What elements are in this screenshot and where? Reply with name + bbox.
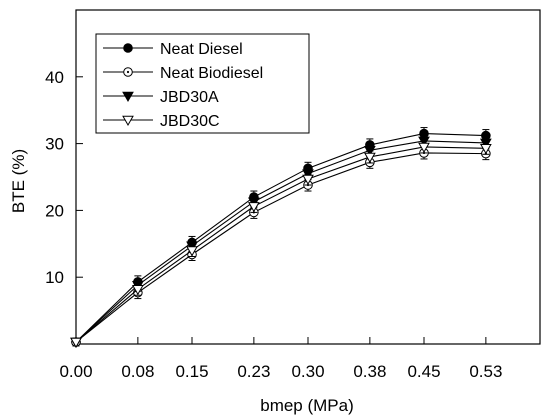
- y-tick-label: 10: [45, 268, 64, 287]
- x-tick-label: 0.30: [291, 362, 324, 381]
- legend-marker: [122, 91, 134, 103]
- legend: Neat Diesel Neat Biodiesel JBD30A JBD30C: [95, 33, 310, 134]
- y-tick-label: 40: [45, 68, 64, 87]
- data-point: [186, 246, 198, 257]
- legend-marker: [122, 115, 134, 127]
- x-tick-label: 0.23: [237, 362, 270, 381]
- x-tick-label: 0.15: [175, 362, 208, 381]
- legend-label: Neat Diesel: [160, 41, 243, 58]
- data-point: [364, 152, 376, 163]
- legend-label: JBD30C: [160, 113, 220, 130]
- series-line: [75, 146, 486, 343]
- data-point: [132, 284, 144, 296]
- x-tick-label: 0.53: [469, 362, 502, 381]
- legend-marker: [123, 43, 133, 53]
- data-point: [302, 174, 314, 186]
- series-neat-diesel: [71, 127, 491, 347]
- series-line: [75, 152, 486, 343]
- series-jbd30a: [70, 134, 492, 349]
- y-tick-label: 30: [45, 135, 64, 154]
- series-jbd30c: [70, 140, 492, 349]
- axes: 0.00 0.08 0.15 0.23 0.30 0.38 0.45 0.53 10 20 30 40: [45, 9, 541, 381]
- x-tick-label: 0.45: [407, 362, 440, 381]
- series-neat-biodiesel: [71, 146, 491, 347]
- x-tick-label: 0.08: [121, 362, 154, 381]
- x-tick-label: 0.00: [59, 362, 92, 381]
- y-tick-label: 20: [45, 201, 64, 220]
- legend-label: Neat Biodiesel: [160, 65, 263, 82]
- legend-label: JBD30A: [160, 89, 219, 106]
- x-axis-label: bmep (MPa): [260, 396, 354, 415]
- y-axis-label: BTE (%): [9, 149, 28, 213]
- series-line: [75, 140, 486, 343]
- x-tick-label: 0.38: [353, 362, 386, 381]
- series-line: [75, 133, 486, 343]
- data-point: [480, 144, 492, 155]
- legend-marker: [123, 67, 133, 77]
- data-point: [70, 337, 82, 349]
- series-group: [70, 127, 492, 349]
- data-point: [248, 202, 260, 213]
- data-point: [418, 142, 430, 153]
